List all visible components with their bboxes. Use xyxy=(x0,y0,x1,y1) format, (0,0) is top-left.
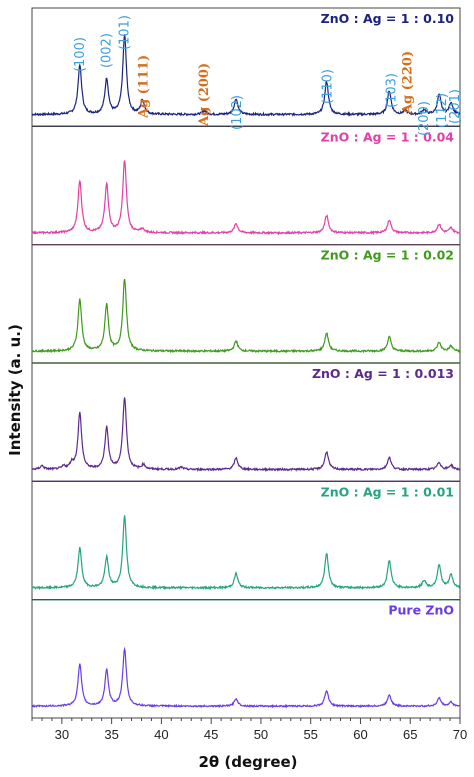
x-tick-label: 40 xyxy=(154,727,168,742)
zno-peak-label: (200) xyxy=(417,101,432,136)
ag-peak-label: Ag (220) xyxy=(400,51,415,115)
series-line xyxy=(31,160,461,236)
panel-frame xyxy=(31,599,461,719)
series-label: ZnO : Ag = 1 : 0.01 xyxy=(321,484,454,499)
panel-3: ZnO : Ag = 1 : 0.013 xyxy=(31,362,461,483)
zno-peak-label: (002) xyxy=(100,33,115,68)
series-line xyxy=(31,397,461,473)
zno-peak-label: (103) xyxy=(384,73,399,108)
zno-peak-label: (102) xyxy=(230,95,245,130)
x-tick-label: 30 xyxy=(55,727,69,742)
y-axis-label: Intensity (a. u.) xyxy=(6,324,24,456)
ag-peak-label: Ag (111) xyxy=(137,55,152,119)
x-tick-label: 45 xyxy=(204,727,218,742)
panels: ZnO : Ag = 1 : 0.10 ZnO : Ag = 1 : 0.04 Zn… xyxy=(31,7,461,719)
x-tick-label: 55 xyxy=(303,727,317,742)
series-label: ZnO : Ag = 1 : 0.04 xyxy=(321,129,455,144)
zno-peak-label: (100) xyxy=(73,37,88,72)
ag-peak-label: Ag (200) xyxy=(197,63,212,127)
x-tick-label: 50 xyxy=(254,727,268,742)
series-label: Pure ZnO xyxy=(388,603,454,618)
x-axis: 30 35 40 45 50 55 60 65 70 xyxy=(31,718,467,742)
series-line xyxy=(31,646,461,709)
series-line xyxy=(31,34,461,117)
series-label: ZnO : Ag = 1 : 0.10 xyxy=(321,11,455,26)
peak-annotations: (100) (002)(101) Ag (111) Ag (200) (102) (110… xyxy=(73,15,463,136)
series-line xyxy=(31,515,461,591)
zno-peak-label: (101) xyxy=(118,15,133,50)
series-label: ZnO : Ag = 1 : 0.013 xyxy=(312,366,454,381)
panel-1: ZnO : Ag = 1 : 0.04 xyxy=(31,125,461,246)
x-tick-label: 70 xyxy=(453,727,467,742)
x-tick-label: 65 xyxy=(403,727,417,742)
zno-peak-label: (110) xyxy=(321,69,336,104)
series-label: ZnO : Ag = 1 : 0.02 xyxy=(321,248,454,263)
x-tick-label: 35 xyxy=(104,727,118,742)
x-axis-label: 2θ (degree) xyxy=(198,753,297,771)
panel-4: ZnO : Ag = 1 : 0.01 xyxy=(31,480,461,601)
zno-peak-label: (201) xyxy=(448,89,463,124)
panel-5: Pure ZnO xyxy=(31,599,461,719)
zno-peak-label: (112) xyxy=(435,93,450,128)
series-line xyxy=(31,278,461,354)
panel-2: ZnO : Ag = 1 : 0.02 xyxy=(31,244,461,364)
x-tick-label: 60 xyxy=(353,727,367,742)
